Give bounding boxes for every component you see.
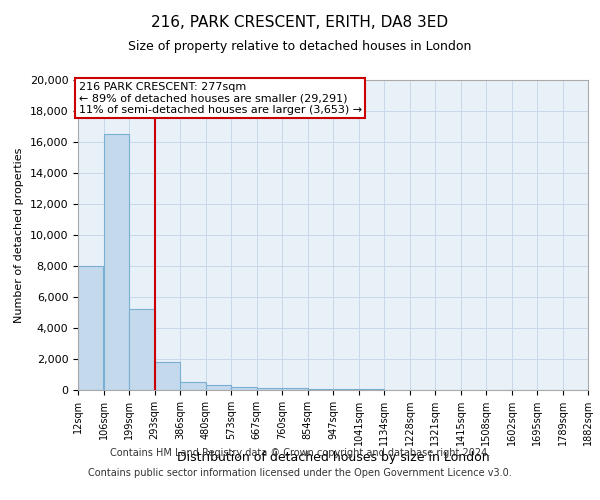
X-axis label: Distribution of detached houses by size in London: Distribution of detached houses by size … [176, 451, 490, 464]
Text: 216, PARK CRESCENT, ERITH, DA8 3ED: 216, PARK CRESCENT, ERITH, DA8 3ED [151, 15, 449, 30]
Bar [155, 362, 180, 390]
Bar [78, 266, 103, 390]
Bar [308, 388, 333, 390]
Bar [282, 388, 308, 390]
Bar [180, 382, 205, 390]
Bar [104, 134, 129, 390]
Bar [206, 386, 231, 390]
Bar [231, 387, 257, 390]
Bar [257, 388, 282, 390]
Bar [333, 389, 359, 390]
Text: 216 PARK CRESCENT: 277sqm
← 89% of detached houses are smaller (29,291)
11% of s: 216 PARK CRESCENT: 277sqm ← 89% of detac… [79, 82, 362, 115]
Text: Size of property relative to detached houses in London: Size of property relative to detached ho… [128, 40, 472, 53]
Text: Contains public sector information licensed under the Open Government Licence v3: Contains public sector information licen… [88, 468, 512, 477]
Text: Contains HM Land Registry data © Crown copyright and database right 2024.: Contains HM Land Registry data © Crown c… [110, 448, 490, 458]
Bar [129, 310, 155, 390]
Y-axis label: Number of detached properties: Number of detached properties [14, 148, 24, 322]
